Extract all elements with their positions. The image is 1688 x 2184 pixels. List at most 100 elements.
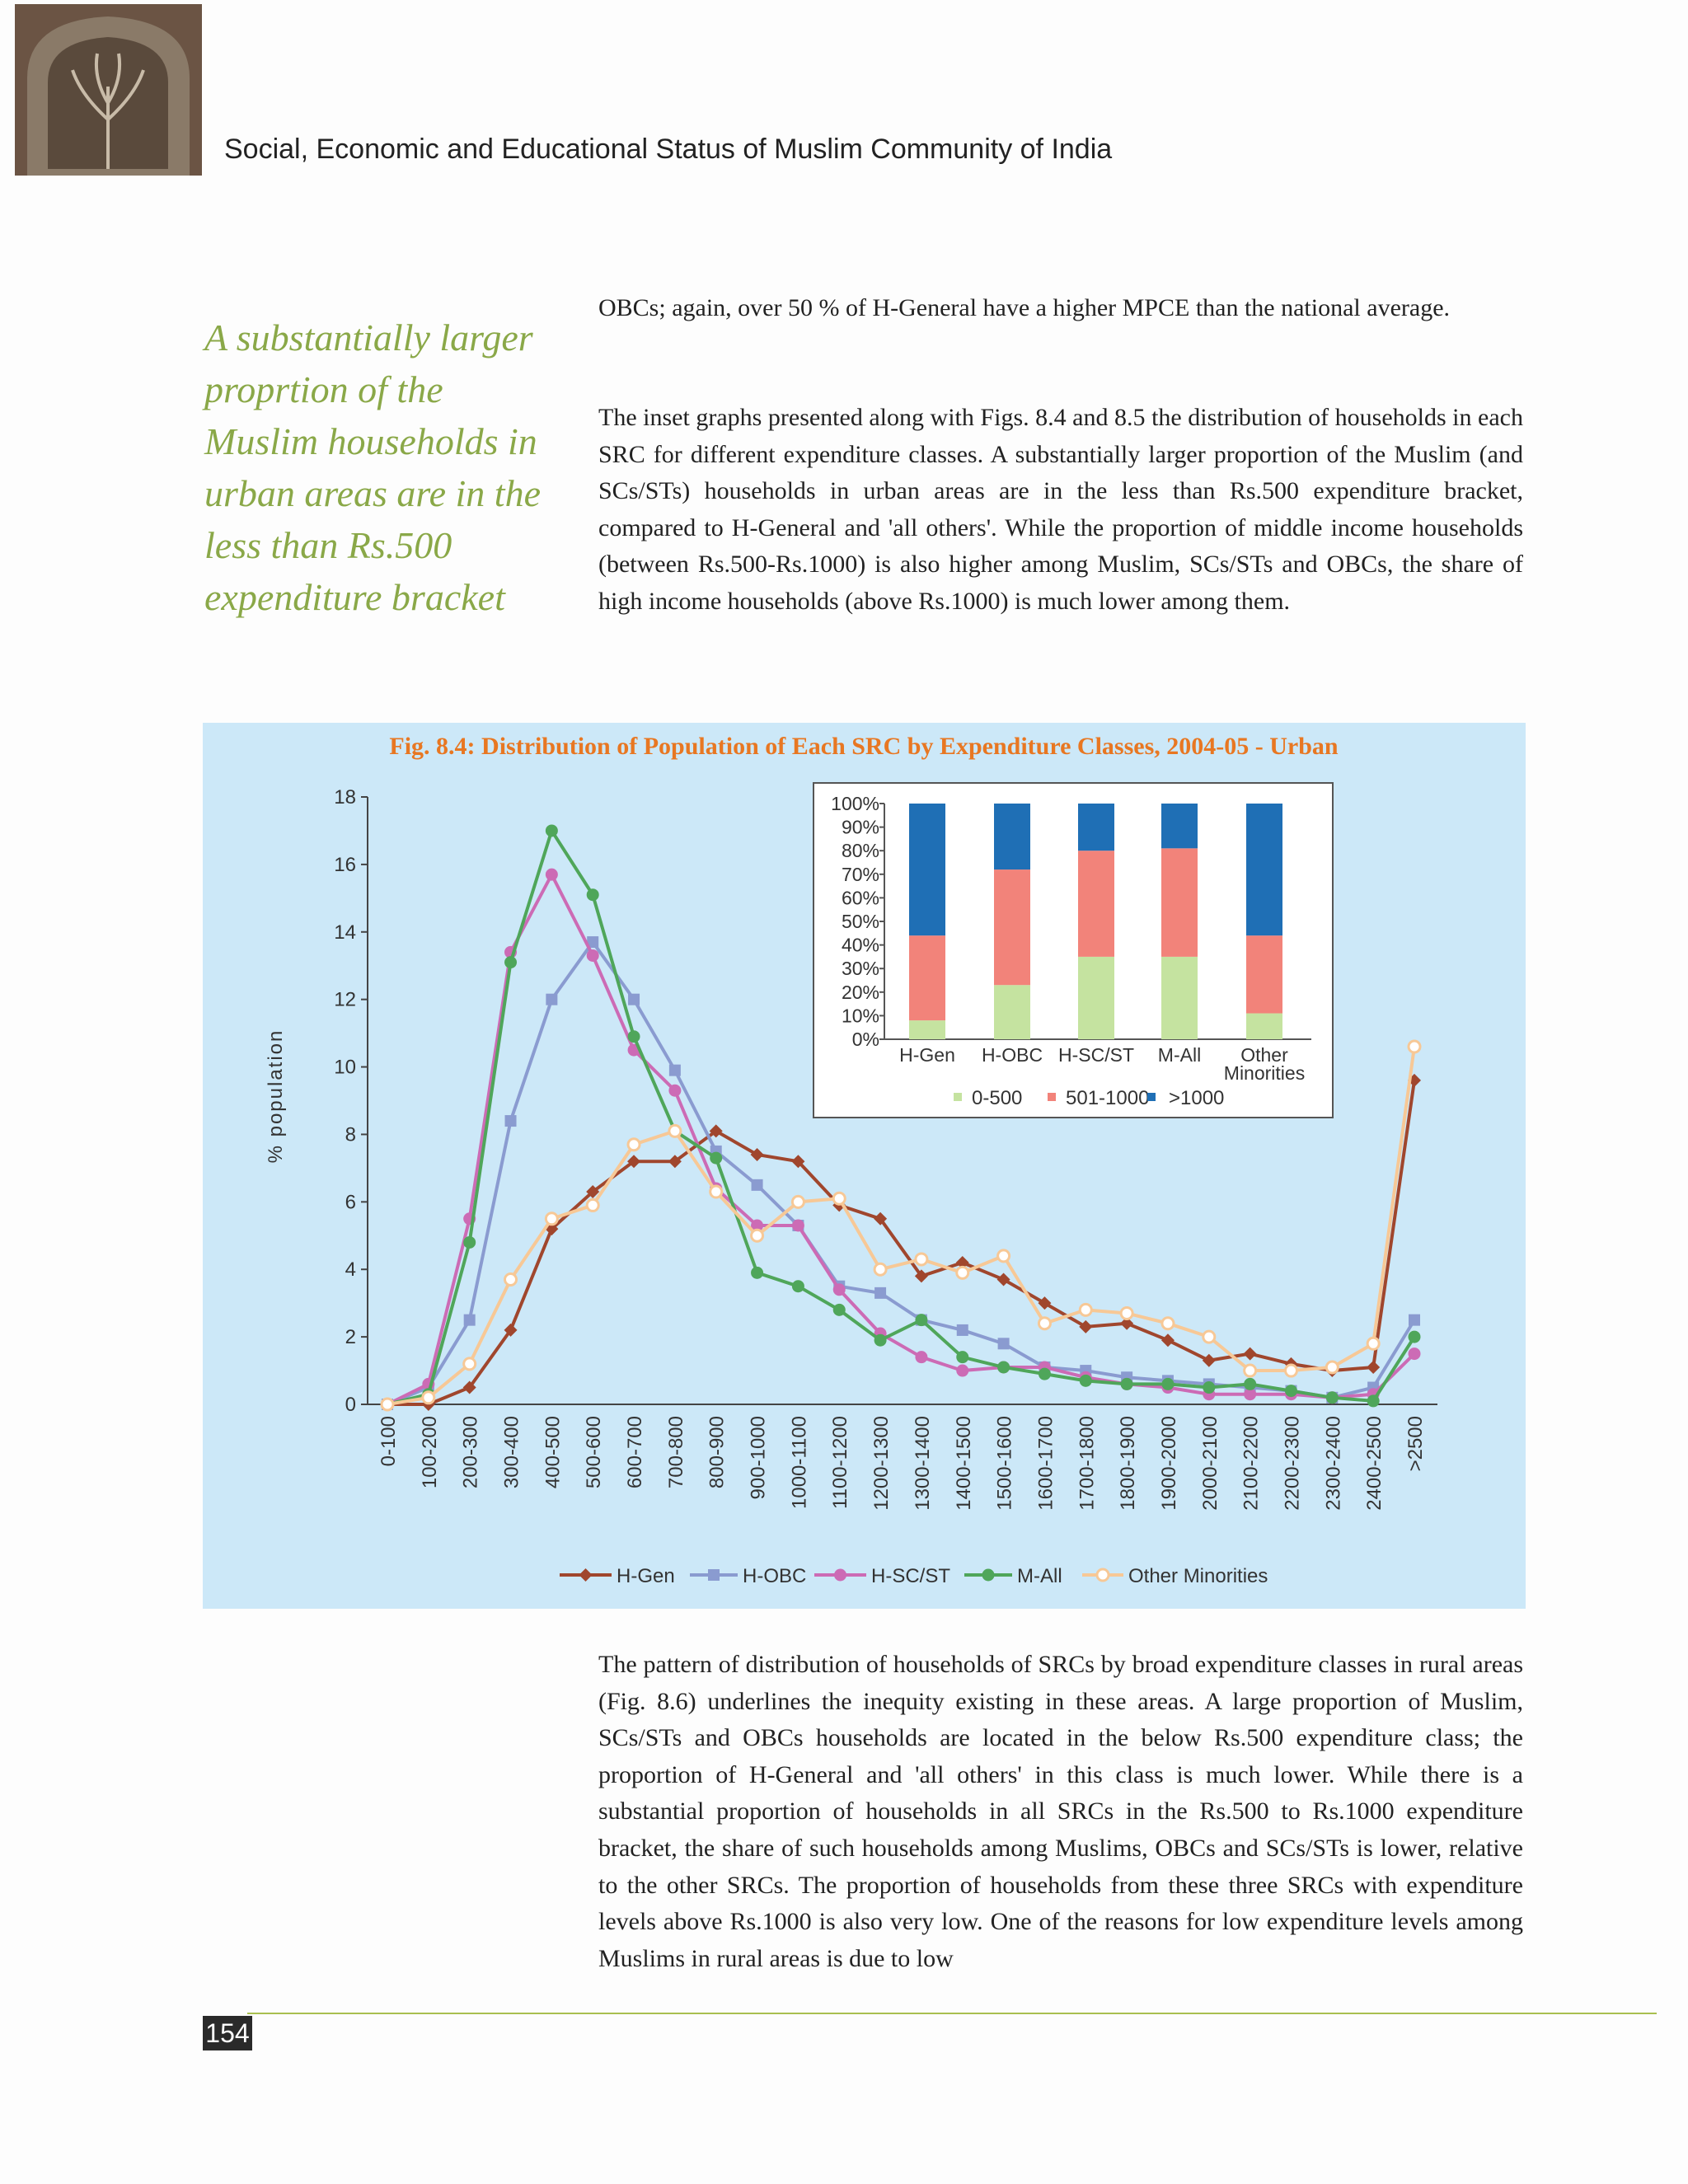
marker <box>1161 1377 1175 1390</box>
bar-segment <box>994 985 1030 1039</box>
marker <box>463 1314 476 1326</box>
marker <box>1243 1347 1257 1361</box>
x-tick-label: H-SC/ST <box>1058 1046 1134 1066</box>
marker <box>463 1235 476 1249</box>
marker <box>982 1568 995 1582</box>
legend-label: H-OBC <box>743 1565 806 1587</box>
y-axis-label: % population <box>265 1029 287 1164</box>
x-tick-label: 2400-2500 <box>1363 1416 1386 1511</box>
marker <box>462 1380 476 1394</box>
marker <box>997 1338 1010 1350</box>
x-tick-label: 1000-1100 <box>788 1416 810 1509</box>
header-image <box>15 4 202 176</box>
x-tick-label: 100-200 <box>419 1416 441 1488</box>
marker <box>791 1219 804 1232</box>
marker <box>545 824 558 837</box>
x-tick-label: H-Gen <box>899 1046 955 1066</box>
marker <box>708 1569 720 1581</box>
marker <box>1202 1329 1217 1344</box>
marker <box>955 1265 970 1280</box>
marker <box>874 1286 887 1299</box>
x-tick-label: 1900-2000 <box>1158 1416 1180 1511</box>
marker <box>873 1262 888 1277</box>
marker <box>504 956 518 969</box>
series-line <box>387 1080 1416 1406</box>
x-tick-label: 1100-1200 <box>829 1416 851 1509</box>
marker <box>956 1364 969 1377</box>
x-tick-label: Other Minorities <box>1223 1046 1306 1084</box>
page-number: 154 <box>203 2016 252 2050</box>
marker <box>1325 1391 1339 1404</box>
series-line <box>387 939 1416 1406</box>
x-tick-label: 1400-1500 <box>953 1416 975 1511</box>
x-tick-label: 500-600 <box>583 1416 605 1488</box>
marker <box>1202 1353 1216 1367</box>
marker <box>1366 1336 1381 1351</box>
marker <box>1095 1568 1110 1582</box>
marker <box>915 1351 928 1364</box>
marker <box>1038 1296 1052 1310</box>
x-tick-label: 2200-2300 <box>1281 1416 1303 1511</box>
y-tick-label: 20% <box>842 982 879 1003</box>
x-tick-label: 900-1000 <box>748 1416 770 1499</box>
marker <box>914 1269 928 1283</box>
legend-swatch <box>954 1093 962 1101</box>
marker <box>504 1272 518 1287</box>
marker <box>586 949 599 962</box>
marker <box>1079 1374 1092 1387</box>
x-tick-label: M-All <box>1157 1046 1202 1066</box>
x-tick-label: 1300-1400 <box>912 1416 934 1511</box>
legend-swatch <box>1147 1093 1156 1101</box>
marker <box>668 1123 682 1138</box>
series-line <box>387 870 1416 1406</box>
marker <box>544 1212 559 1226</box>
x-tick-label: H-OBC <box>981 1046 1043 1066</box>
bar-segment <box>1246 804 1282 936</box>
marker <box>628 993 640 1005</box>
legend-label: M-All <box>1017 1565 1062 1587</box>
marker <box>1038 1367 1051 1380</box>
y-tick-label: 50% <box>842 911 879 932</box>
marker <box>1244 1377 1257 1390</box>
marker <box>750 1228 765 1243</box>
marker <box>996 1249 1011 1263</box>
marker <box>504 1323 518 1337</box>
marker <box>791 1280 804 1293</box>
x-tick-label: 700-800 <box>665 1416 687 1488</box>
series-line <box>387 1046 1416 1406</box>
marker <box>1283 1363 1298 1378</box>
marker <box>1160 1316 1175 1331</box>
marker <box>1160 1333 1175 1347</box>
y-tick-label: 100% <box>831 793 879 814</box>
x-tick-label-box: M-All <box>1157 1046 1202 1066</box>
x-tick-label-box: H-OBC <box>981 1046 1043 1066</box>
marker <box>710 1151 723 1165</box>
marker <box>996 1272 1010 1286</box>
marker <box>834 1568 846 1582</box>
marker <box>626 1137 641 1152</box>
x-tick-label: 800-900 <box>706 1416 729 1488</box>
legend-label: H-Gen <box>617 1565 675 1587</box>
chart-title: Fig. 8.4: Distribution of Population of … <box>389 733 1339 760</box>
marker <box>709 1184 724 1199</box>
marker <box>1203 1381 1216 1394</box>
marker <box>791 1155 805 1169</box>
bar-segment <box>994 869 1030 986</box>
y-tick-label: 12 <box>334 989 356 1011</box>
marker <box>380 1397 395 1412</box>
bar-segment <box>909 1020 945 1039</box>
marker <box>790 1194 805 1209</box>
marker <box>1408 1347 1421 1361</box>
marker <box>585 1197 600 1212</box>
x-tick-label: 2100-2200 <box>1240 1416 1263 1511</box>
y-tick-label: 10 <box>334 1057 356 1079</box>
x-tick-label: 200-300 <box>460 1416 482 1488</box>
x-tick-label-box: Other Minorities <box>1223 1046 1306 1084</box>
bar-segment <box>1161 956 1198 1039</box>
header-title: Social, Economic and Educational Status … <box>224 134 1113 165</box>
marker <box>579 1568 593 1582</box>
marker <box>751 1266 764 1279</box>
x-tick-label: 2000-2100 <box>1199 1416 1221 1511</box>
x-tick-label: 1600-1700 <box>1034 1416 1057 1511</box>
x-tick-label: 1500-1600 <box>994 1416 1016 1511</box>
